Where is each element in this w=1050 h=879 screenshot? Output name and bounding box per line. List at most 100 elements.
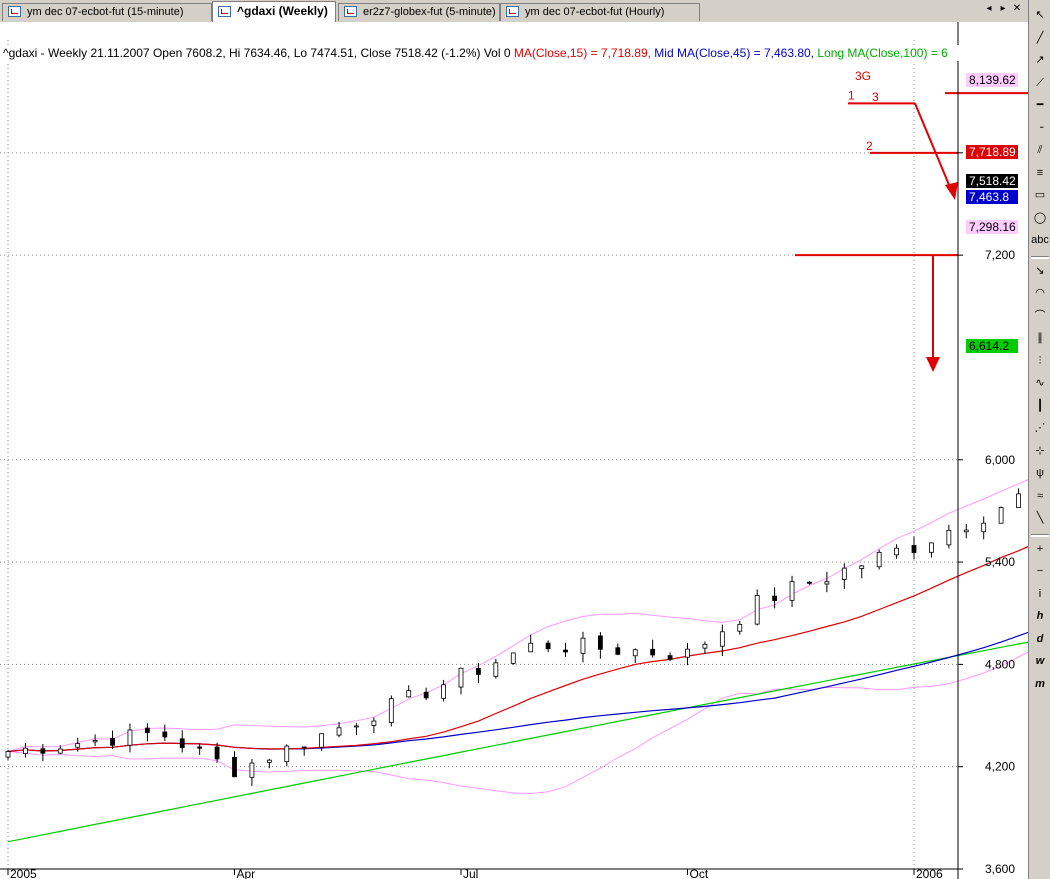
candle-body — [458, 667, 464, 688]
candle-body — [232, 756, 237, 778]
candle-body — [911, 545, 917, 553]
candle-body — [127, 729, 133, 746]
price-tag-label: 7,463.8 — [969, 190, 1009, 204]
pitchfork-icon[interactable]: ψ — [1036, 467, 1044, 479]
gann-icon[interactable]: ⊹ — [1035, 444, 1045, 457]
channel-icon[interactable]: ⫽ — [1037, 144, 1043, 156]
pointer-icon[interactable]: ↖ — [1035, 9, 1045, 21]
candle-body — [423, 691, 429, 699]
tab-er2z7-5min[interactable]: er2z7-globex-fut (5-minute) — [338, 3, 500, 21]
arc-icon[interactable]: ⌒ — [1034, 309, 1046, 322]
price-tags: 8,139.62 7,718.89 7,518.42 7,463.8 7,298.16 6… — [966, 73, 1018, 353]
candle-body — [615, 647, 621, 655]
horizontal-line-icon[interactable]: ━ — [1036, 99, 1044, 111]
candle-body — [702, 643, 708, 649]
candle-body — [197, 746, 203, 749]
vertical-line-icon[interactable]: ┃ — [1036, 399, 1044, 412]
daily-icon[interactable]: d — [1036, 632, 1044, 645]
price-tag — [966, 145, 1018, 159]
candle-body — [737, 623, 743, 632]
price-tag-label: 8,139.62 — [969, 73, 1016, 87]
chart-area[interactable]: 1G3G1322G 3,6004,2004,8005,4006,0007,200… — [0, 22, 1028, 879]
ma-short-line — [7, 546, 1028, 753]
price-tag-label: 7,718.89 — [969, 145, 1016, 159]
candle-body — [963, 529, 969, 533]
symbol-info: ^gdaxi - Weekly 21.11.2007 Open 7608.2, … — [3, 46, 511, 60]
candle-body — [40, 748, 46, 754]
tab-ym-hourly[interactable]: ym dec 07-ecbot-fut (Hourly) — [500, 3, 700, 21]
scroll-right-icon[interactable]: ▸ — [1000, 3, 1006, 14]
ray-icon[interactable]: ↗ — [1035, 54, 1045, 66]
ma-long-line — [7, 641, 1028, 843]
pattern-line — [914, 103, 953, 193]
candle-body — [824, 581, 830, 585]
tab-bar: ym dec 07-ecbot-fut (15-minute) ^gdaxi (… — [0, 0, 1028, 23]
candle-body — [406, 690, 412, 698]
parallel-icon[interactable]: ∥ — [1037, 332, 1043, 344]
pattern-label: 3G — [855, 69, 871, 83]
text-icon[interactable]: abc — [1031, 234, 1049, 246]
ellipse-icon[interactable]: ◯ — [1033, 211, 1047, 224]
candle-body — [284, 745, 290, 763]
circle-icon[interactable]: ◠ — [1035, 287, 1045, 299]
tab-gdaxi-weekly[interactable]: ^gdaxi (Weekly) — [212, 1, 336, 22]
cycles-icon[interactable]: ⫶ — [1038, 354, 1042, 367]
extended-line-icon[interactable]: ⟋ — [1036, 76, 1044, 89]
wave-icon[interactable]: ∿ — [1035, 377, 1045, 389]
candle-body — [441, 684, 446, 699]
price-chart[interactable]: 1G3G1322G 3,6004,2004,8005,4006,0007,200… — [0, 22, 1028, 879]
rectangle-icon[interactable]: ▭ — [1034, 189, 1046, 201]
candle-body — [650, 648, 656, 656]
candle-body — [162, 731, 168, 738]
regression-icon[interactable]: ≈ — [1036, 489, 1044, 502]
down-arrow-icon — [926, 357, 940, 372]
candle-body — [841, 567, 847, 580]
hourly-icon[interactable]: h — [1036, 610, 1044, 622]
time-tick-label: Jul — [463, 867, 478, 879]
price-tag-label: 7,518.42 — [969, 174, 1016, 188]
candle-body — [336, 727, 342, 736]
chart-background — [0, 22, 1028, 879]
zoom-in-icon[interactable]: + — [1036, 542, 1044, 555]
speed-lines-icon[interactable]: ⋰ — [1034, 422, 1046, 434]
weekly-icon[interactable]: w — [1035, 655, 1045, 667]
zoom-out-icon[interactable]: − — [1036, 565, 1044, 577]
price-tick-label: 3,600 — [985, 862, 1015, 876]
ma-mid-info: Mid MA(Close,45) = 7,463.80, — [654, 46, 815, 60]
tab-label: ym dec 07-ecbot-fut (15-minute) — [27, 6, 184, 18]
candle-body — [23, 747, 28, 754]
info-icon[interactable]: i — [1038, 587, 1042, 600]
ma-long-info: Long MA(Close,100) = 6 — [817, 46, 948, 60]
candle-body — [144, 727, 150, 733]
candle-body — [754, 595, 760, 625]
time-tick-label: 2006 — [916, 867, 943, 879]
candle-body — [179, 738, 185, 749]
tab-ym-15min[interactable]: ym dec 07-ecbot-fut (15-minute) — [2, 3, 212, 21]
candle-body — [981, 522, 987, 533]
candle-body — [5, 751, 11, 758]
time-tick-label: 2005 — [10, 867, 37, 879]
scroll-left-icon[interactable]: ◂ — [986, 3, 992, 14]
candle-body — [876, 551, 882, 568]
candle-body — [266, 759, 272, 763]
chart-doc-icon — [218, 6, 231, 17]
pattern-label: 2 — [866, 139, 873, 153]
price-tag — [966, 339, 1018, 353]
segment-icon[interactable]: ╶ — [1036, 121, 1044, 134]
time-tick-label: Oct — [690, 867, 709, 879]
monthly-icon[interactable]: m — [1035, 677, 1045, 690]
candle-body — [929, 542, 934, 553]
candle-body — [807, 581, 812, 584]
arrow-icon[interactable]: ↘ — [1035, 264, 1045, 277]
close-icon[interactable]: ✕ — [1012, 3, 1022, 14]
info-bar: ^gdaxi - Weekly 21.11.2007 Open 7608.2, … — [0, 45, 960, 61]
candle-body — [563, 649, 568, 653]
pattern-annotations: 1G3G1322G — [795, 69, 1028, 372]
price-tag — [966, 220, 1018, 234]
trendline-icon[interactable]: ╲ — [1036, 512, 1044, 524]
candle-body — [510, 652, 516, 664]
time-tick-label: Apr — [237, 867, 256, 879]
candle-body — [57, 748, 63, 754]
line-icon[interactable]: ╱ — [1036, 31, 1044, 44]
fibonacci-icon[interactable]: ≡ — [1036, 166, 1044, 179]
